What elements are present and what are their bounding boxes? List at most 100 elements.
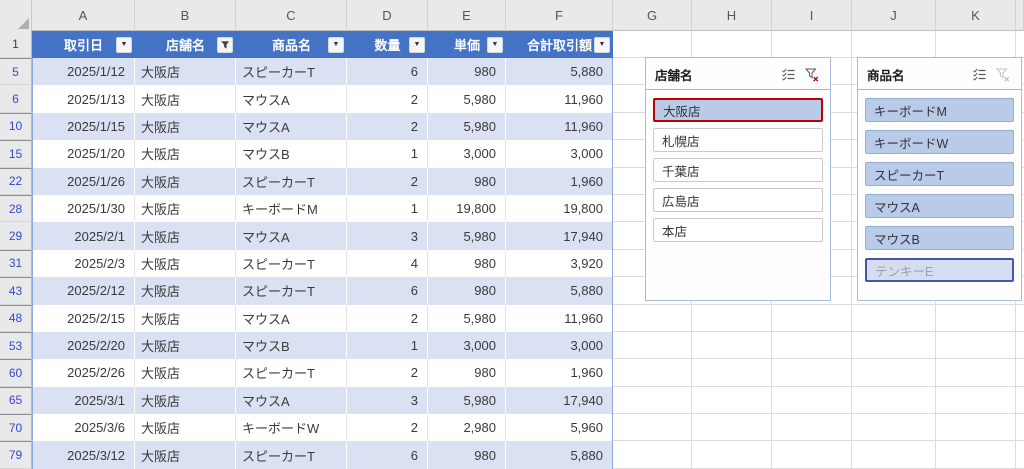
slicer-item[interactable]: スピーカーT [865, 162, 1014, 186]
slicer-item[interactable]: 大阪店 [653, 98, 823, 122]
filter-dropdown-icon[interactable]: ▼ [409, 36, 425, 53]
select-all-corner[interactable] [0, 0, 32, 31]
cell-store[interactable]: 大阪店 [135, 331, 236, 360]
cell-qty[interactable]: 2 [347, 414, 428, 442]
slicer-item[interactable]: マウスA [865, 194, 1014, 218]
cell-qty[interactable]: 2 [347, 112, 428, 141]
cell-unit-price[interactable]: 2,980 [428, 414, 506, 442]
cell-qty[interactable]: 1 [347, 140, 428, 168]
cell-product[interactable]: マウスA [236, 85, 347, 113]
slicer-item[interactable]: 千葉店 [653, 158, 823, 182]
cell-qty[interactable]: 2 [347, 85, 428, 113]
cell-total[interactable]: 3,000 [506, 331, 613, 360]
row-header[interactable]: 31 [0, 249, 32, 278]
column-header-a[interactable]: A [32, 0, 135, 31]
cell-store[interactable]: 大阪店 [135, 140, 236, 168]
cell-product[interactable]: キーボードM [236, 194, 347, 223]
cell-product[interactable]: スピーカーT [236, 359, 347, 387]
column-header-k[interactable]: K [936, 0, 1016, 31]
empty-cell[interactable] [772, 331, 852, 360]
multi-select-icon[interactable] [969, 67, 989, 83]
row-header[interactable]: 65 [0, 386, 32, 415]
cell-date[interactable]: 2025/2/26 [32, 359, 135, 387]
row-header[interactable]: 29 [0, 222, 32, 250]
empty-cell[interactable] [852, 441, 936, 469]
cell-date[interactable]: 2025/1/20 [32, 140, 135, 168]
empty-cell[interactable] [936, 441, 1016, 469]
column-header-h[interactable]: H [692, 0, 772, 31]
empty-cell[interactable] [692, 414, 772, 442]
cell-unit-price[interactable]: 980 [428, 249, 506, 278]
cell-date[interactable]: 2025/1/30 [32, 194, 135, 223]
empty-cell[interactable] [613, 304, 692, 332]
cell-product[interactable]: スピーカーT [236, 277, 347, 305]
row-header[interactable]: 60 [0, 359, 32, 387]
cell-total[interactable]: 5,960 [506, 414, 613, 442]
cell-product[interactable]: マウスA [236, 386, 347, 415]
slicer-item[interactable]: テンキーE [865, 258, 1014, 282]
row-header[interactable]: 15 [0, 140, 32, 168]
empty-cell[interactable] [772, 441, 852, 469]
empty-cell[interactable] [692, 331, 772, 360]
empty-cell[interactable] [936, 359, 1016, 387]
cell-product[interactable]: キーボードW [236, 414, 347, 442]
multi-select-icon[interactable] [778, 67, 798, 83]
cell-unit-price[interactable]: 980 [428, 58, 506, 86]
cell-unit-price[interactable]: 980 [428, 277, 506, 305]
filter-dropdown-icon[interactable]: ▼ [487, 36, 503, 53]
cell-qty[interactable]: 6 [347, 58, 428, 86]
cell-product[interactable]: マウスA [236, 112, 347, 141]
empty-cell[interactable] [936, 386, 1016, 415]
cell-unit-price[interactable]: 5,980 [428, 222, 506, 250]
row-header[interactable]: 5 [0, 58, 32, 86]
cell-date[interactable]: 2025/1/12 [32, 58, 135, 86]
empty-cell[interactable] [692, 31, 772, 58]
empty-cell[interactable] [852, 331, 936, 360]
cell-unit-price[interactable]: 5,980 [428, 112, 506, 141]
cell-store[interactable]: 大阪店 [135, 386, 236, 415]
cell-total[interactable]: 5,880 [506, 441, 613, 469]
row-header[interactable]: 48 [0, 304, 32, 332]
row-header[interactable]: 79 [0, 441, 32, 469]
column-header-e[interactable]: E [428, 0, 506, 31]
cell-date[interactable]: 2025/3/12 [32, 441, 135, 469]
empty-cell[interactable] [772, 414, 852, 442]
row-header[interactable]: 10 [0, 112, 32, 141]
row-header[interactable]: 53 [0, 331, 32, 360]
cell-store[interactable]: 大阪店 [135, 194, 236, 223]
cell-qty[interactable]: 6 [347, 441, 428, 469]
cell-store[interactable]: 大阪店 [135, 414, 236, 442]
empty-cell[interactable] [692, 386, 772, 415]
cell-qty[interactable]: 1 [347, 331, 428, 360]
cell-unit-price[interactable]: 5,980 [428, 386, 506, 415]
cell-total[interactable]: 3,000 [506, 140, 613, 168]
cell-total[interactable]: 11,960 [506, 304, 613, 332]
empty-cell[interactable] [852, 31, 936, 58]
cell-date[interactable]: 2025/2/3 [32, 249, 135, 278]
slicer-item[interactable]: 本店 [653, 218, 823, 242]
empty-cell[interactable] [852, 386, 936, 415]
cell-date[interactable]: 2025/2/15 [32, 304, 135, 332]
cell-qty[interactable]: 6 [347, 277, 428, 305]
empty-cell[interactable] [852, 414, 936, 442]
slicer-item[interactable]: マウスB [865, 226, 1014, 250]
clear-filter-icon[interactable] [802, 67, 822, 83]
cell-product[interactable]: スピーカーT [236, 441, 347, 469]
cell-total[interactable]: 1,960 [506, 167, 613, 195]
empty-cell[interactable] [936, 304, 1016, 332]
empty-cell[interactable] [613, 359, 692, 387]
slicer-item[interactable]: 札幌店 [653, 128, 823, 152]
cell-date[interactable]: 2025/2/20 [32, 331, 135, 360]
row-header[interactable]: 43 [0, 277, 32, 305]
row-header-1[interactable]: 1 [0, 31, 32, 58]
row-header[interactable]: 22 [0, 167, 32, 195]
column-header-d[interactable]: D [347, 0, 428, 31]
row-header[interactable]: 6 [0, 85, 32, 113]
filter-dropdown-icon[interactable]: ▼ [116, 36, 132, 53]
clear-filter-icon-disabled[interactable] [993, 67, 1013, 83]
slicer-store-header[interactable]: 店舗名 [646, 58, 830, 90]
empty-cell[interactable] [852, 359, 936, 387]
empty-cell[interactable] [613, 386, 692, 415]
cell-unit-price[interactable]: 980 [428, 167, 506, 195]
cell-total[interactable]: 17,940 [506, 386, 613, 415]
